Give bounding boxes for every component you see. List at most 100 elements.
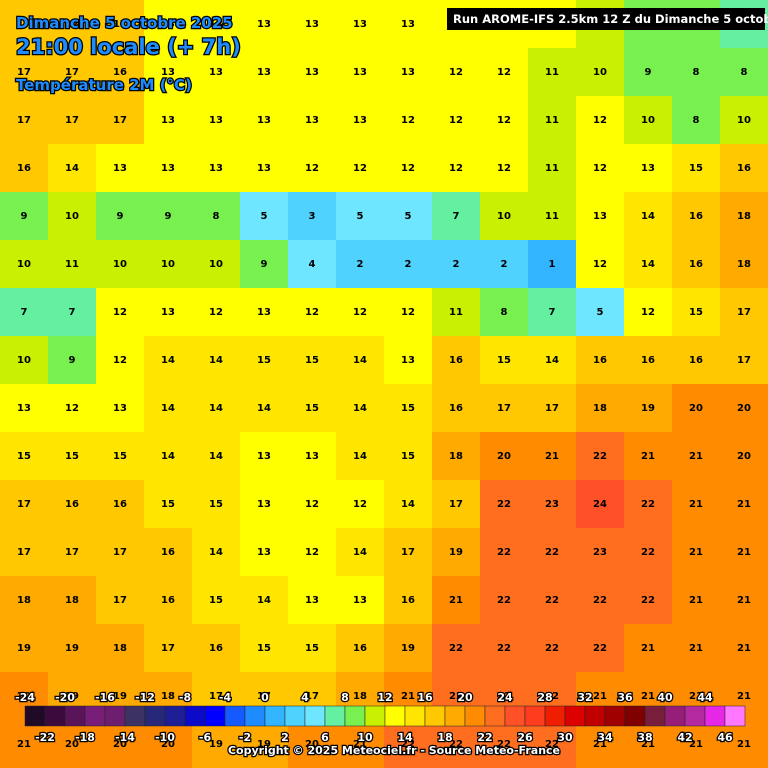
- temp-value: 18: [353, 691, 367, 702]
- temp-value: 15: [305, 643, 319, 654]
- temp-value: 12: [401, 163, 415, 174]
- temp-value: 11: [545, 163, 559, 174]
- temp-value: 12: [353, 307, 367, 318]
- temp-value: 5: [357, 211, 364, 222]
- scale-swatch: [464, 705, 486, 727]
- temp-value: 18: [737, 211, 751, 222]
- temp-cell: [288, 0, 337, 49]
- temp-cell: [528, 528, 577, 577]
- temp-cell: [480, 432, 529, 481]
- temp-cell: [672, 336, 721, 385]
- scale-swatch: [404, 705, 426, 727]
- temp-value: 17: [65, 19, 79, 30]
- temp-cell: [624, 432, 673, 481]
- temp-cell: [480, 96, 529, 145]
- temp-value: 10: [737, 115, 751, 126]
- scale-label: 8: [341, 691, 349, 704]
- scale-label: 30: [557, 731, 573, 744]
- temp-cell: [48, 528, 97, 577]
- temp-value: 14: [209, 547, 223, 558]
- temp-value: 14: [65, 163, 79, 174]
- temp-value: 15: [257, 643, 271, 654]
- temp-value: 12: [113, 355, 127, 366]
- temp-value: 15: [257, 355, 271, 366]
- temp-cell: [576, 192, 625, 241]
- run-box: [447, 8, 765, 30]
- temp-cell: [576, 720, 625, 768]
- temp-value: 20: [497, 451, 511, 462]
- temp-cell: [528, 384, 577, 433]
- temp-cell: [432, 720, 481, 768]
- temp-value: 13: [401, 19, 415, 30]
- temp-value: 8: [693, 67, 700, 78]
- temp-value: 13: [161, 115, 175, 126]
- temp-cell: [576, 48, 625, 97]
- temp-value: 15: [689, 163, 703, 174]
- temp-cell: [48, 480, 97, 529]
- temp-value: 21: [689, 595, 703, 606]
- temp-cell: [240, 144, 289, 193]
- scale-swatch: [44, 705, 66, 727]
- temp-cell: [672, 528, 721, 577]
- temp-cell: [144, 384, 193, 433]
- temp-value: 12: [113, 307, 127, 318]
- temp-cell: [576, 384, 625, 433]
- temp-cell: [288, 528, 337, 577]
- temp-value: 13: [161, 307, 175, 318]
- temp-cell: [288, 288, 337, 337]
- scale-swatch: [604, 705, 626, 727]
- temp-cell: [96, 336, 145, 385]
- temp-value: 22: [641, 547, 655, 558]
- temp-value: 20: [17, 691, 31, 702]
- temp-value: 18: [161, 691, 175, 702]
- temp-value: 13: [257, 547, 271, 558]
- temp-value: 21: [737, 643, 751, 654]
- scale-label: -8: [179, 691, 191, 704]
- temp-value: 22: [449, 643, 463, 654]
- temp-cell: [144, 528, 193, 577]
- temp-cell: [96, 240, 145, 289]
- temp-cell: [432, 480, 481, 529]
- temp-value: 13: [305, 595, 319, 606]
- temp-value: 7: [69, 307, 76, 318]
- temp-cell: [480, 48, 529, 97]
- scale-swatch: [504, 705, 526, 727]
- temp-cell: [528, 624, 577, 673]
- temp-value: 13: [257, 499, 271, 510]
- temp-value: 16: [209, 643, 223, 654]
- temp-value: 13: [401, 355, 415, 366]
- temp-cell: [384, 576, 433, 625]
- temp-value: 12: [305, 307, 319, 318]
- scale-swatch: [724, 705, 746, 727]
- temp-cell: [0, 144, 49, 193]
- temp-cell: [48, 144, 97, 193]
- temp-value: 10: [113, 259, 127, 270]
- temp-cell: [432, 432, 481, 481]
- temp-cell: [576, 240, 625, 289]
- temp-value: 13: [353, 67, 367, 78]
- temp-cell: [192, 336, 241, 385]
- temp-value: 17: [209, 691, 223, 702]
- temp-cell: [528, 144, 577, 193]
- temp-cell: [144, 720, 193, 768]
- temp-cell: [432, 576, 481, 625]
- temp-cell: [624, 288, 673, 337]
- temp-cell: [336, 528, 385, 577]
- temp-cell: [192, 48, 241, 97]
- temp-cell: [528, 432, 577, 481]
- temp-value: 17: [305, 691, 319, 702]
- run-info: Run AROME-IFS 2.5km 12 Z du Dimanche 5 o…: [453, 12, 768, 26]
- temp-value: 12: [305, 163, 319, 174]
- temp-value: 12: [353, 499, 367, 510]
- temp-value: 8: [213, 211, 220, 222]
- temp-cell: [384, 96, 433, 145]
- scale-label: -18: [75, 731, 95, 744]
- temp-value: 16: [113, 499, 127, 510]
- temp-value: 21: [353, 739, 367, 750]
- scale-swatch: [304, 705, 326, 727]
- scale-swatch: [144, 705, 166, 727]
- temp-cell: [144, 0, 193, 49]
- temp-cell: [96, 0, 145, 49]
- scale-label: 10: [357, 731, 373, 744]
- temp-cell: [192, 192, 241, 241]
